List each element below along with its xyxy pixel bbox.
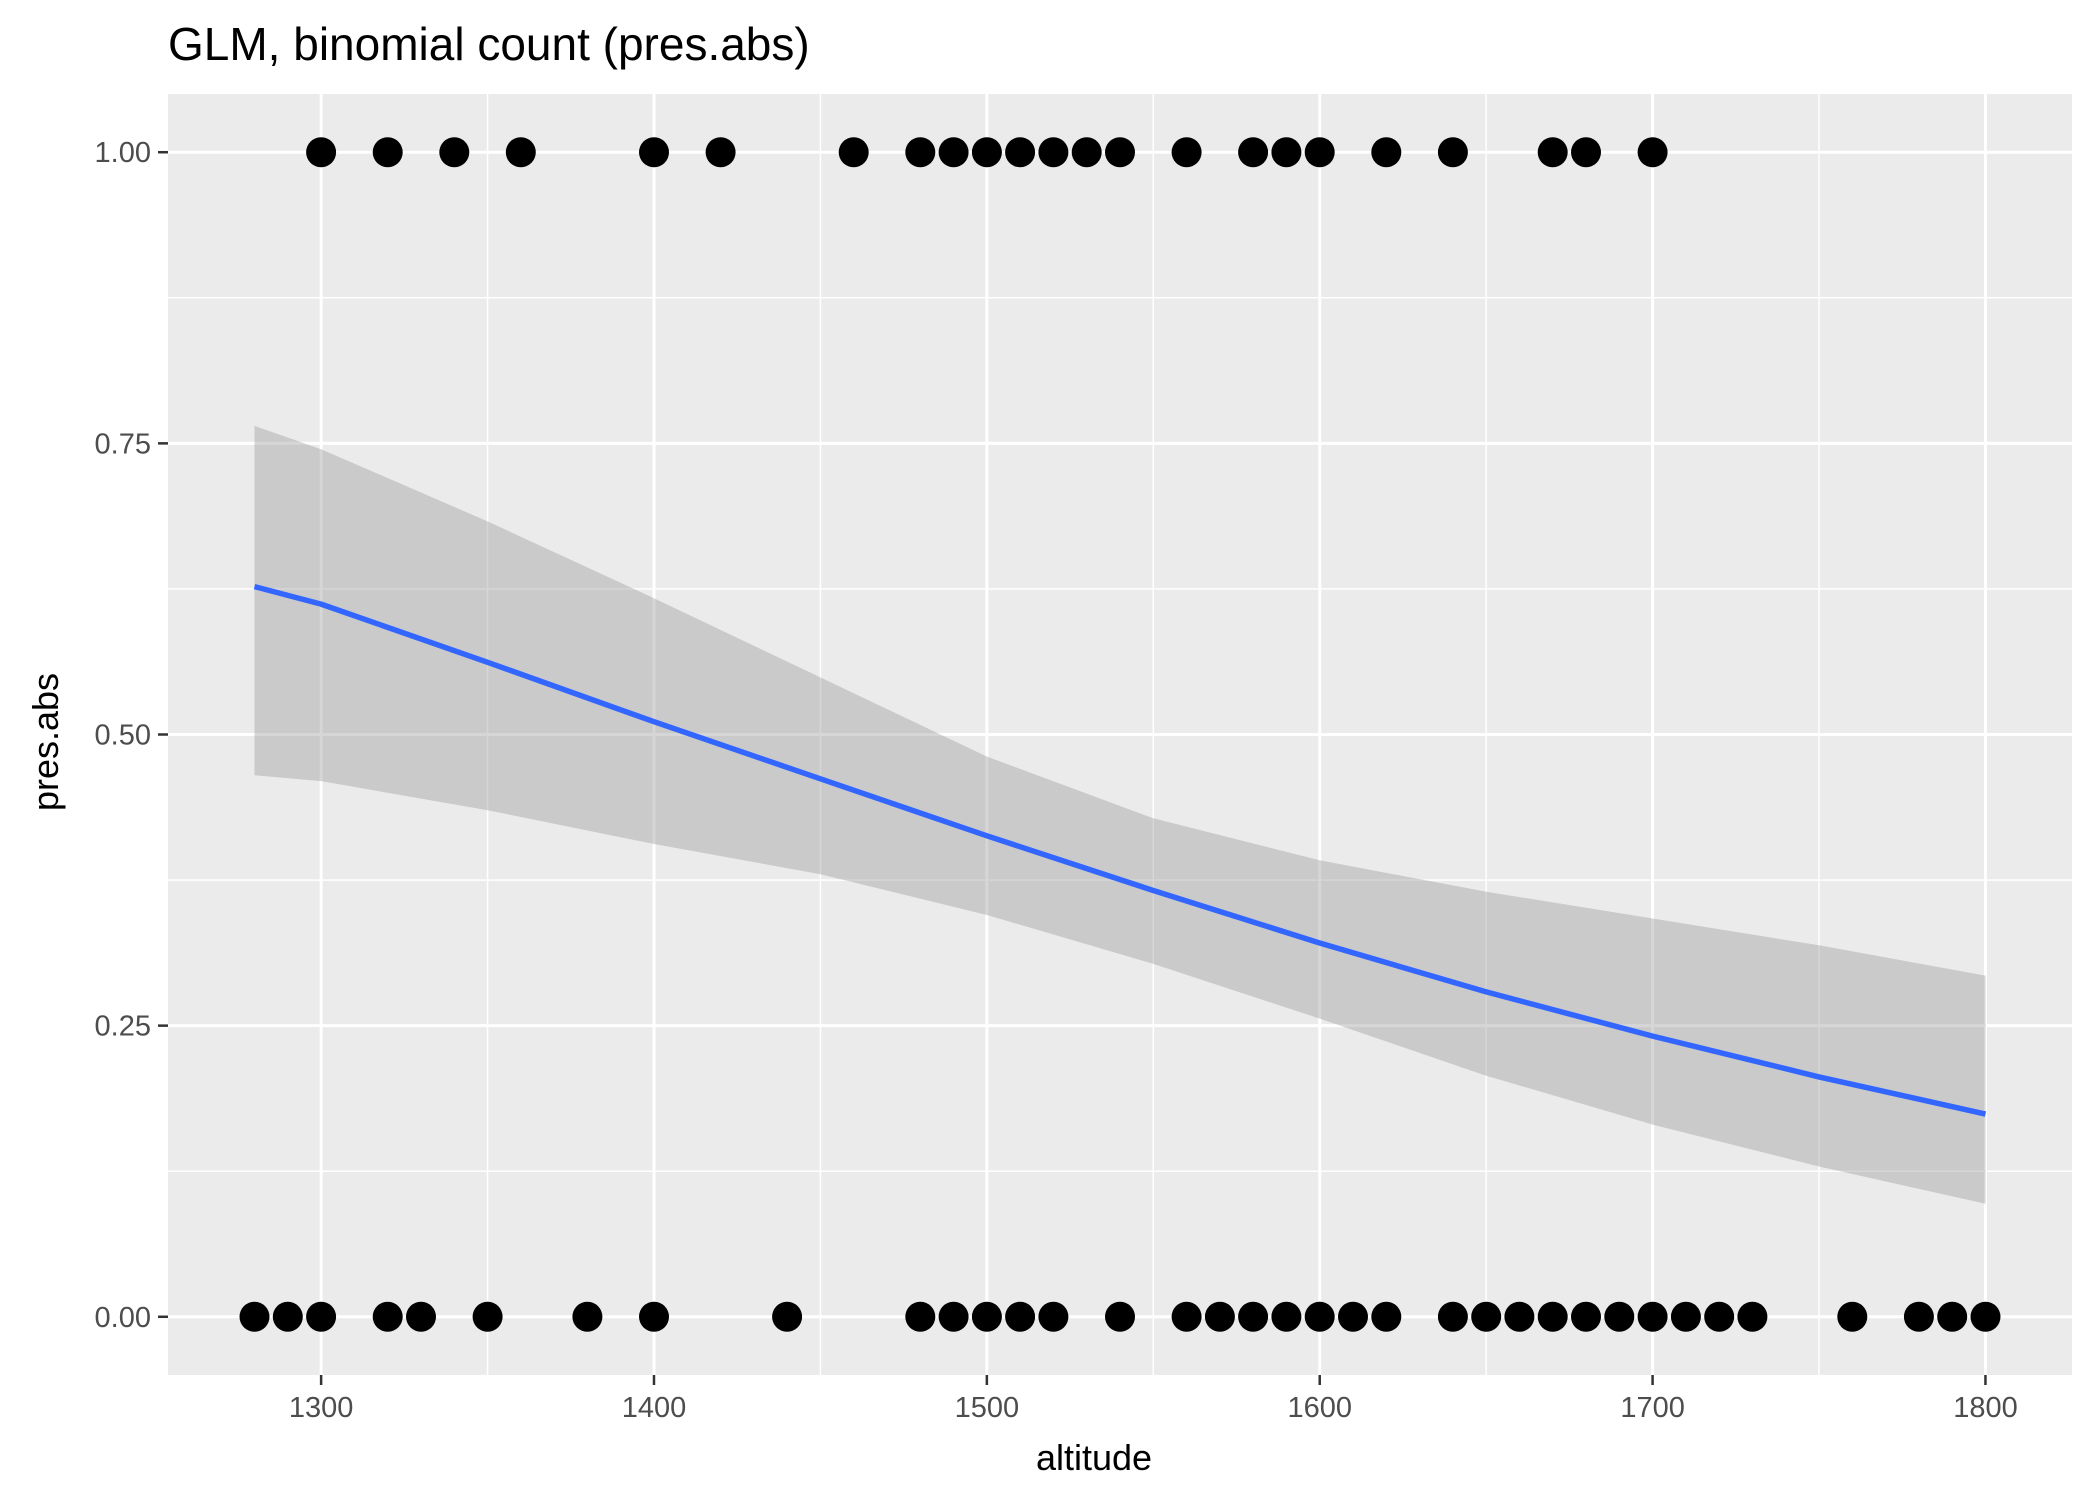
data-point-presence xyxy=(306,137,337,168)
x-tick-label: 1500 xyxy=(955,1392,1020,1424)
y-tick-label: 0.75 xyxy=(95,428,151,460)
data-point-absence xyxy=(372,1301,403,1332)
data-point-absence xyxy=(1604,1301,1635,1332)
data-point-absence xyxy=(1637,1301,1668,1332)
x-tick-label: 1800 xyxy=(1953,1392,2018,1424)
data-point-absence xyxy=(1471,1301,1502,1332)
data-point-absence xyxy=(938,1301,969,1332)
chart-title: GLM, binomial count (pres.abs) xyxy=(168,18,810,70)
data-point-presence xyxy=(1304,137,1335,168)
data-point-presence xyxy=(1238,137,1269,168)
data-point-absence xyxy=(306,1301,337,1332)
data-point-absence xyxy=(1704,1301,1735,1332)
data-point-absence xyxy=(1737,1301,1768,1332)
data-point-absence xyxy=(1005,1301,1036,1332)
data-point-presence xyxy=(1271,137,1302,168)
data-point-absence xyxy=(1204,1301,1235,1332)
data-point-absence xyxy=(272,1301,303,1332)
data-point-absence xyxy=(772,1301,803,1332)
axes: 0.00 0.25 0.50 0.75 1.00 1300 1400 1500 1600 1700… xyxy=(95,137,2018,1424)
data-point-presence xyxy=(505,137,536,168)
data-point-presence xyxy=(1171,137,1202,168)
data-point-absence xyxy=(1038,1301,1069,1332)
data-point-absence xyxy=(572,1301,603,1332)
data-point-absence xyxy=(1837,1301,1868,1332)
data-point-presence xyxy=(838,137,869,168)
data-point-presence xyxy=(1071,137,1102,168)
data-point-presence xyxy=(705,137,736,168)
y-tick-label: 0.00 xyxy=(95,1302,151,1334)
data-point-presence xyxy=(439,137,470,168)
data-point-absence xyxy=(1304,1301,1335,1332)
y-tick-label: 0.50 xyxy=(95,720,151,752)
points-layer xyxy=(239,137,2001,1332)
data-point-presence xyxy=(1637,137,1668,168)
y-tick-label: 1.00 xyxy=(95,137,151,169)
data-point-absence xyxy=(239,1301,270,1332)
fit-line xyxy=(253,583,1987,1117)
x-tick-label: 1300 xyxy=(289,1392,354,1424)
fit-line-layer xyxy=(253,583,1987,1117)
data-point-presence xyxy=(372,137,403,168)
data-point-absence xyxy=(472,1301,503,1332)
data-point-presence xyxy=(938,137,969,168)
data-point-presence xyxy=(971,137,1002,168)
data-point-absence xyxy=(1171,1301,1202,1332)
data-point-presence xyxy=(1371,137,1402,168)
data-point-presence xyxy=(1437,137,1468,168)
data-point-absence xyxy=(1338,1301,1368,1332)
data-point-absence xyxy=(1504,1301,1535,1332)
data-point-presence xyxy=(1537,137,1568,168)
data-point-absence xyxy=(1903,1301,1934,1332)
data-point-absence xyxy=(1571,1301,1601,1332)
data-point-absence xyxy=(1970,1301,2001,1332)
x-tick-label: 1400 xyxy=(622,1392,687,1424)
data-point-absence xyxy=(1371,1301,1402,1332)
data-point-absence xyxy=(905,1301,936,1332)
data-point-presence xyxy=(639,137,669,168)
data-point-absence xyxy=(639,1301,669,1332)
y-tick-label: 0.25 xyxy=(95,1011,151,1043)
data-point-absence xyxy=(1238,1301,1269,1332)
data-point-presence xyxy=(905,137,936,168)
y-axis-title: pres.abs xyxy=(25,673,66,811)
data-point-absence xyxy=(971,1301,1002,1332)
data-point-presence xyxy=(1038,137,1069,168)
data-point-absence xyxy=(1670,1301,1701,1332)
data-point-absence xyxy=(1937,1301,1968,1332)
x-tick-label: 1600 xyxy=(1287,1392,1352,1424)
data-point-absence xyxy=(1105,1301,1135,1332)
data-point-absence xyxy=(1537,1301,1568,1332)
x-tick-label: 1700 xyxy=(1620,1392,1685,1424)
data-point-absence xyxy=(1271,1301,1302,1332)
data-point-absence xyxy=(1437,1301,1468,1332)
x-axis-title: altitude xyxy=(1036,1437,1152,1478)
data-point-presence xyxy=(1105,137,1135,168)
data-point-absence xyxy=(406,1301,436,1332)
data-point-presence xyxy=(1005,137,1036,168)
data-point-presence xyxy=(1571,137,1601,168)
